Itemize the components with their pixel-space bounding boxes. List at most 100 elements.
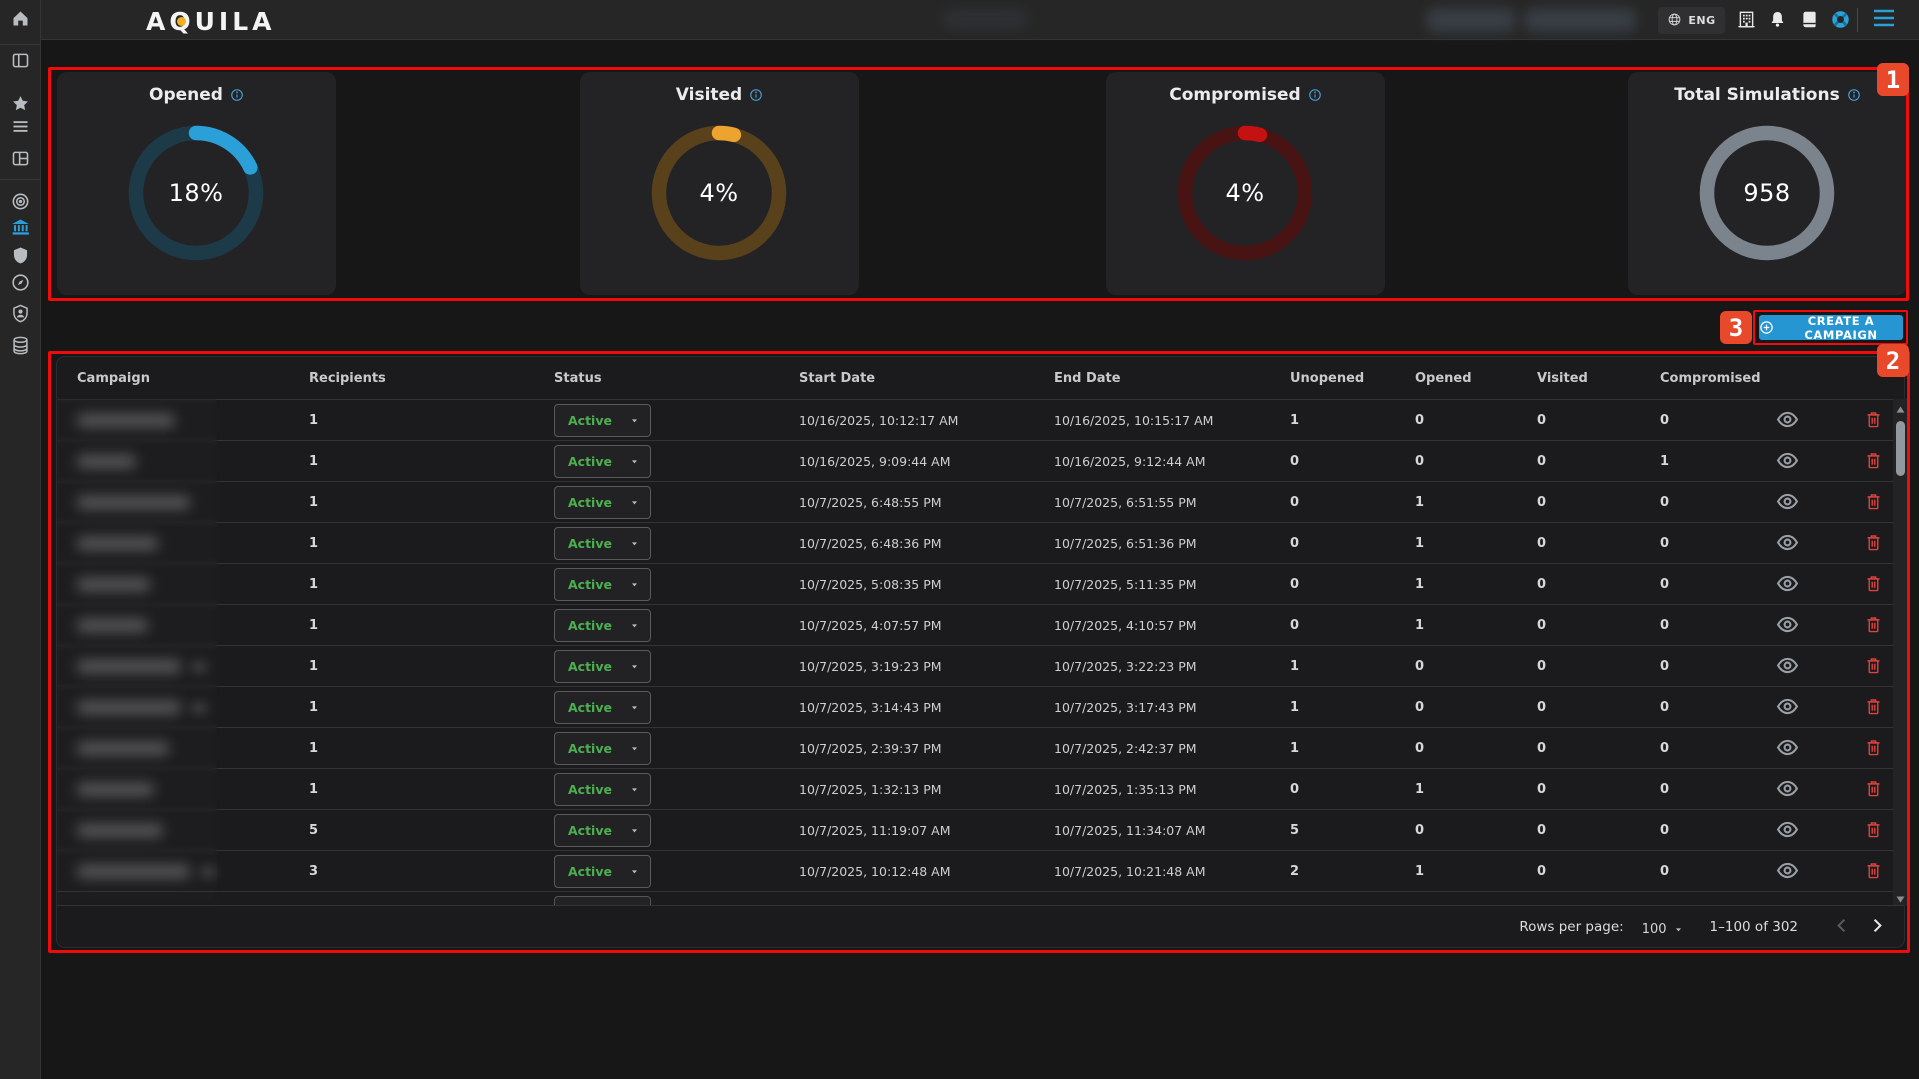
donut-value: 4%: [699, 179, 739, 207]
eye-icon: [1776, 575, 1799, 595]
status-dropdown[interactable]: Active: [554, 855, 651, 888]
support-button[interactable]: [1827, 8, 1853, 34]
table-row: 1 Active 10/7/2025, 5:08:35 PM 10/7/2025, 5…: [57, 563, 1904, 604]
sidebar-item-user-shield[interactable]: [8, 303, 32, 327]
scroll-up-arrow[interactable]: [1893, 399, 1907, 415]
cell-end-date: 10/7/2025, 4:10:57 PM: [1054, 618, 1197, 633]
cell-recipients: 1: [309, 536, 319, 551]
view-campaign-button[interactable]: [1773, 858, 1801, 886]
organization-button[interactable]: [1733, 8, 1759, 34]
cell-opened: 1: [1415, 536, 1425, 551]
cell-compromised: 0: [1660, 413, 1670, 428]
cell-start-date: 10/7/2025, 6:48:36 PM: [799, 536, 942, 551]
cell-recipients: 1: [309, 782, 319, 797]
status-dropdown[interactable]: Active: [554, 527, 651, 560]
view-campaign-button[interactable]: [1773, 571, 1801, 599]
view-campaign-button[interactable]: [1773, 612, 1801, 640]
cell-visited: 0: [1537, 577, 1547, 592]
cell-unopened: 0: [1290, 618, 1300, 633]
rows-per-page-select[interactable]: 100: [1642, 922, 1684, 937]
sidebar-item-star[interactable]: [8, 93, 32, 117]
create-campaign-button[interactable]: CREATE A CAMPAIGN: [1759, 314, 1903, 342]
table-pagination: Rows per page: 100 1–100 of 302: [57, 905, 1904, 948]
docs-button[interactable]: [1796, 8, 1822, 34]
table-scrollbar[interactable]: [1893, 399, 1907, 905]
delete-campaign-button[interactable]: [1859, 776, 1887, 804]
status-dropdown[interactable]: Active: [554, 445, 651, 478]
cell-visited: 0: [1537, 618, 1547, 633]
sidebar-item-bank[interactable]: [8, 217, 32, 241]
view-campaign-button[interactable]: [1773, 448, 1801, 476]
column-header-compromised: Compromised: [1660, 370, 1761, 386]
delete-campaign-button[interactable]: [1859, 489, 1887, 517]
status-dropdown: [554, 896, 651, 905]
cell-recipients: 1: [309, 700, 319, 715]
sidebar-item-database[interactable]: [8, 335, 32, 359]
sidebar-item-list[interactable]: [8, 116, 32, 140]
sidebar-item-shield[interactable]: [8, 245, 32, 269]
next-page-button[interactable]: [1864, 914, 1890, 940]
info-icon[interactable]: [230, 88, 244, 102]
sidebar-item-target[interactable]: [8, 191, 32, 215]
status-dropdown[interactable]: Active: [554, 404, 651, 437]
view-campaign-button[interactable]: [1773, 735, 1801, 763]
table-row: 1 Active 10/7/2025, 3:14:43 PM 10/7/2025, 3…: [57, 686, 1904, 727]
status-dropdown[interactable]: Active: [554, 650, 651, 683]
view-campaign-button[interactable]: [1773, 530, 1801, 558]
status-dropdown[interactable]: Active: [554, 691, 651, 724]
info-icon[interactable]: [1308, 88, 1322, 102]
status-dropdown[interactable]: Active: [554, 609, 651, 642]
column-header-unopened: Unopened: [1290, 370, 1365, 386]
language-selector[interactable]: ENG: [1658, 7, 1725, 34]
view-campaign-button[interactable]: [1773, 653, 1801, 681]
delete-campaign-button[interactable]: [1859, 858, 1887, 886]
delete-campaign-button[interactable]: [1859, 612, 1887, 640]
view-campaign-button[interactable]: [1773, 694, 1801, 722]
cell-unopened: 1: [1290, 659, 1300, 674]
status-dropdown[interactable]: Active: [554, 773, 651, 806]
delete-campaign-button[interactable]: [1859, 448, 1887, 476]
rows-per-page-label: Rows per page:: [1519, 919, 1624, 935]
cell-unopened: 0: [1290, 454, 1300, 469]
delete-campaign-button[interactable]: [1859, 817, 1887, 845]
notifications-button[interactable]: [1764, 8, 1790, 34]
delete-campaign-button[interactable]: [1859, 407, 1887, 435]
cell-start-date: 10/7/2025, 3:14:43 PM: [799, 700, 942, 715]
scrollbar-thumb[interactable]: [1895, 421, 1905, 476]
cell-start-date: 10/7/2025, 5:08:35 PM: [799, 577, 942, 592]
status-dropdown[interactable]: Active: [554, 732, 651, 765]
table-row: 1 Active 10/7/2025, 1:32:13 PM 10/7/2025, 1…: [57, 768, 1904, 809]
delete-campaign-button[interactable]: [1859, 735, 1887, 763]
view-campaign-button[interactable]: [1773, 407, 1801, 435]
cell-end-date: 10/7/2025, 5:11:35 PM: [1054, 577, 1197, 592]
menu-button[interactable]: [1872, 9, 1898, 31]
target-icon: [10, 191, 31, 216]
delete-campaign-button[interactable]: [1859, 653, 1887, 681]
scroll-down-arrow[interactable]: [1893, 889, 1907, 905]
trash-icon: [1865, 574, 1882, 596]
status-dropdown[interactable]: Active: [554, 486, 651, 519]
info-icon[interactable]: [749, 88, 763, 102]
view-campaign-button[interactable]: [1773, 776, 1801, 804]
campaign-name-redacted: [77, 646, 207, 687]
sidebar-item-compass[interactable]: [8, 272, 32, 296]
delete-campaign-button[interactable]: [1859, 571, 1887, 599]
caret-down-icon: [1673, 924, 1684, 935]
status-dropdown[interactable]: Active: [554, 568, 651, 601]
cell-compromised: 0: [1660, 659, 1670, 674]
cell-recipients: 1: [309, 659, 319, 674]
eye-icon: [1776, 411, 1799, 431]
view-campaign-button[interactable]: [1773, 489, 1801, 517]
sidebar-item-layout[interactable]: [8, 148, 32, 172]
info-icon[interactable]: [1847, 88, 1861, 102]
trash-icon: [1865, 410, 1882, 432]
cell-end-date: 10/7/2025, 3:22:23 PM: [1054, 659, 1197, 674]
view-campaign-button[interactable]: [1773, 817, 1801, 845]
status-dropdown[interactable]: Active: [554, 814, 651, 847]
delete-campaign-button[interactable]: [1859, 530, 1887, 558]
previous-page-button[interactable]: [1828, 914, 1854, 940]
sidebar-item-split-panel[interactable]: [8, 50, 32, 74]
sidebar-item-home[interactable]: [8, 8, 32, 32]
delete-campaign-button[interactable]: [1859, 694, 1887, 722]
cell-start-date: 10/7/2025, 6:48:55 PM: [799, 495, 942, 510]
